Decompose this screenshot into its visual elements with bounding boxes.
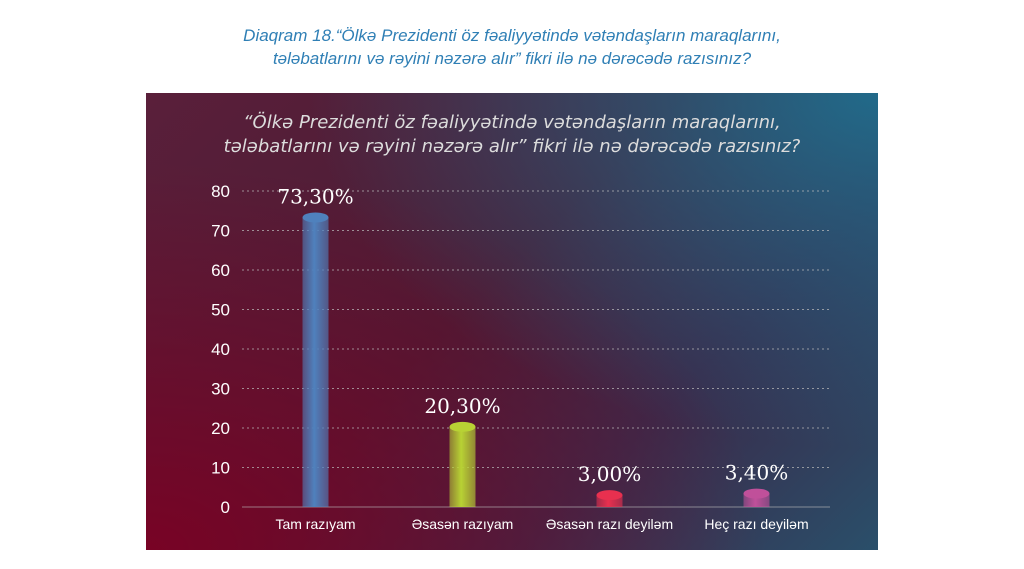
data-label: 73,30%	[277, 184, 353, 208]
caption-line-2: tələbatlarını və rəyini nəzərə alır” fik…	[272, 49, 752, 68]
chart-panel: “Ölkə Prezidenti öz fəaliyyətində vətənd…	[146, 93, 878, 550]
data-label: 3,00%	[578, 462, 642, 486]
x-tick-label: Tam razıyam	[275, 516, 355, 532]
y-tick-label: 60	[211, 261, 230, 280]
x-tick-label: Əsasən razıyam	[412, 516, 514, 532]
y-tick-label: 0	[221, 498, 230, 517]
y-tick-label: 80	[211, 182, 230, 201]
data-label: 20,30%	[424, 394, 500, 418]
caption-line-1: Diaqram 18.“Ölkə Prezidenti öz fəaliyyət…	[243, 26, 781, 45]
bar-cap	[743, 488, 770, 499]
bar	[302, 217, 329, 507]
y-tick-label: 50	[211, 301, 230, 320]
bar	[596, 495, 623, 507]
y-tick-label: 10	[211, 459, 230, 478]
bar	[449, 426, 476, 507]
x-tick-label: Heç razı deyiləm	[704, 516, 808, 532]
chart-title-line-1: “Ölkə Prezidenti öz fəaliyyətində vətənd…	[243, 112, 781, 133]
x-tick-label: Əsasən razı deyiləm	[546, 516, 673, 532]
y-tick-label: 70	[211, 222, 230, 241]
bar-cap	[449, 421, 476, 432]
bar-cap	[596, 490, 623, 501]
y-tick-label: 40	[211, 340, 230, 359]
bar-cap	[302, 212, 329, 223]
data-label: 3,40%	[725, 461, 789, 485]
chart-title: “Ölkə Prezidenti öz fəaliyyətində vətənd…	[146, 111, 878, 159]
y-tick-label: 20	[211, 419, 230, 438]
figure-caption: Diaqram 18.“Ölkə Prezidenti öz fəaliyyət…	[140, 24, 884, 70]
bar-chart: 0 10 20 30 40 50 60 70 80 73,30% Tam razıyam 20,30%…	[211, 182, 830, 532]
chart-title-line-2: tələbatlarını və rəyini nəzərə alır” fik…	[223, 136, 801, 157]
y-tick-label: 30	[211, 380, 230, 399]
